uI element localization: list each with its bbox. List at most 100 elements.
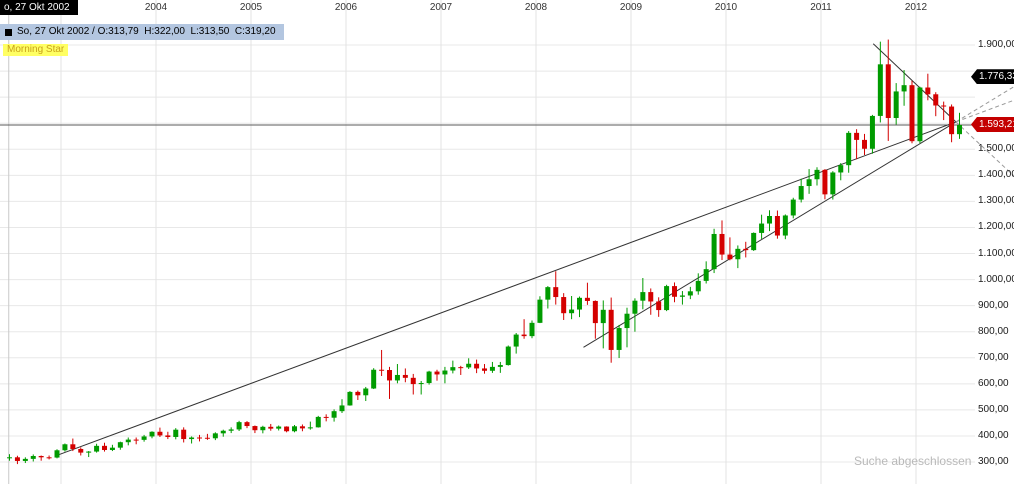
candlestick [497, 361, 503, 373]
candlestick [418, 380, 424, 395]
year-label: 2007 [429, 2, 453, 13]
year-label: 2011 [810, 2, 832, 13]
candlestick [323, 414, 329, 422]
status-text: Suche abgeschlossen [854, 454, 972, 468]
candlestick [561, 293, 567, 320]
price-tick-label: 1.400,00 [978, 169, 1014, 181]
support-2008-trendline[interactable] [583, 121, 957, 348]
candlestick [719, 220, 725, 261]
year-label: 2009 [619, 2, 643, 13]
candlestick [640, 278, 646, 310]
candlestick [584, 282, 590, 305]
pattern-label-morning-star[interactable]: Morning Star [3, 44, 69, 56]
candlestick [46, 455, 52, 460]
candlestick [695, 273, 701, 295]
candlestick [624, 307, 630, 348]
candlestick [426, 370, 432, 385]
candlestick [387, 366, 393, 399]
support-2008-extension[interactable] [955, 86, 1014, 123]
candlestick [268, 423, 274, 431]
candlestick [711, 228, 717, 274]
candlestick [672, 282, 678, 303]
candlestick [165, 431, 171, 440]
candlestick [14, 455, 20, 465]
candlestick [521, 319, 527, 339]
price-tick-label: 1.300,00 [978, 195, 1014, 207]
candlestick [869, 114, 875, 154]
candlestick [252, 425, 258, 434]
candlestick [727, 237, 733, 261]
candlestick [149, 431, 155, 439]
candlestick [347, 391, 353, 406]
candlestick [62, 443, 68, 452]
candlestick [54, 449, 60, 459]
candlestick [450, 360, 456, 374]
candlestick [276, 425, 282, 431]
candlestick [70, 438, 76, 452]
candlestick [331, 409, 337, 422]
candlestick [284, 426, 290, 433]
candlestick [553, 271, 559, 305]
candlestick [846, 131, 852, 173]
candlestick [679, 291, 685, 305]
candlestick [648, 288, 654, 315]
price-tick-label: 1.900,00 [978, 39, 1014, 51]
ohlc-info-bar[interactable]: So, 27 Okt 2002 / O:313,79 H:322,00 L:31… [0, 24, 284, 40]
candlestick [941, 101, 947, 121]
price-tick-label: 300,00 [978, 456, 1009, 467]
candlestick [307, 421, 313, 430]
price-tick-label: 1.200,00 [978, 221, 1014, 233]
year-label: 2005 [239, 2, 263, 13]
candlestick [244, 421, 250, 429]
price-tick-label: 1.000,00 [978, 273, 1014, 285]
candlestick [703, 261, 709, 284]
candlestick [743, 241, 749, 258]
candlestick [949, 104, 955, 143]
candlestick [838, 163, 844, 181]
price-tick-label: 900,00 [978, 299, 1009, 311]
candlestick [774, 210, 780, 239]
candlestick [410, 373, 416, 395]
candlestick [133, 437, 139, 445]
year-label: 2012 [904, 2, 928, 13]
candlestick [893, 83, 899, 125]
ohlc-info-text: So, 27 Okt 2002 / O:313,79 H:322,00 L:31… [17, 26, 276, 37]
candlestick [30, 454, 36, 462]
candlestick [260, 425, 266, 434]
candlestick [814, 167, 820, 186]
candlestick [228, 427, 234, 434]
candlestick [759, 214, 765, 239]
candlestick [402, 368, 408, 383]
candlestick [901, 70, 907, 106]
resistance-2011-trendline[interactable] [872, 43, 957, 123]
long-support-trendline[interactable] [57, 121, 957, 456]
candlestick [86, 451, 92, 458]
long-support-extension[interactable] [955, 99, 1014, 123]
resistance-2011-extension[interactable] [955, 121, 1014, 177]
candlestick [782, 214, 788, 240]
candlestick [292, 424, 298, 433]
candlestick-series [7, 39, 963, 465]
candlestick [545, 286, 551, 309]
candlestick [117, 441, 123, 450]
candlestick [339, 399, 345, 414]
candlestick [489, 361, 495, 373]
candlestick [363, 386, 369, 402]
candlestick [125, 437, 131, 446]
candlestick [299, 424, 305, 432]
candlestick [458, 365, 464, 375]
candlestick [394, 364, 400, 384]
candlestick [885, 39, 891, 141]
candlestick [735, 245, 741, 269]
candlestick [822, 169, 828, 200]
candlestick [592, 300, 598, 339]
candlestick [474, 359, 480, 374]
candlestick [877, 41, 883, 123]
crosshair-date-box: o, 27 Okt 2002 [0, 0, 78, 15]
candlestick [798, 178, 804, 203]
candlestick [600, 300, 606, 349]
candlestick [933, 92, 939, 117]
candlestick [173, 428, 179, 440]
last-price-badge: 1.593,21 [971, 116, 1014, 132]
